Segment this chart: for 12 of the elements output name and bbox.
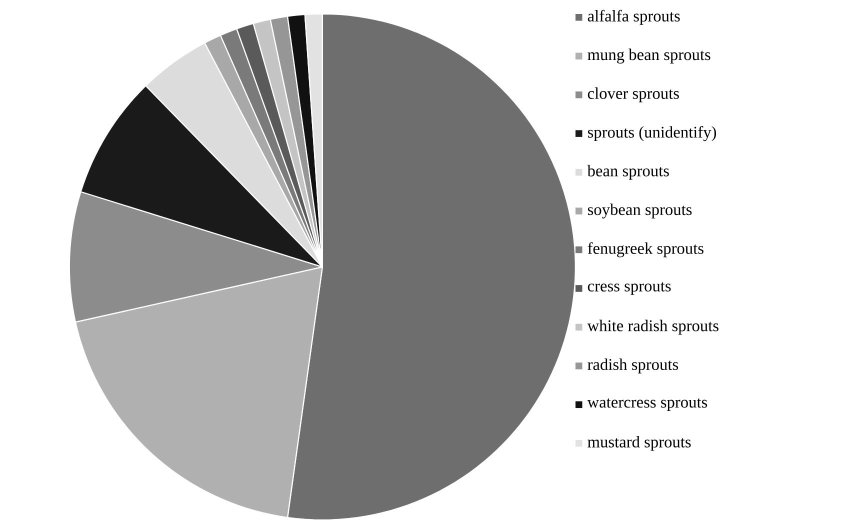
legend-label: cress sprouts [588, 282, 671, 295]
legend-label: watercress sprouts [587, 398, 708, 411]
legend-label: clover sprouts [588, 87, 679, 102]
legend-label: sprouts (unidentify) [588, 126, 716, 141]
legend-label: bean sprouts [587, 164, 669, 180]
legend-label: soybean sprouts [588, 203, 692, 218]
legend-label: fenugreek sprouts [588, 242, 704, 258]
legend-label: white radish sprouts [587, 320, 718, 334]
legend-label: mung bean sprouts [588, 48, 710, 64]
legend-label: alfalfa sprouts [588, 10, 680, 25]
legend-label: radish sprouts [588, 358, 678, 374]
legend-label: mustard sprouts [588, 436, 691, 451]
